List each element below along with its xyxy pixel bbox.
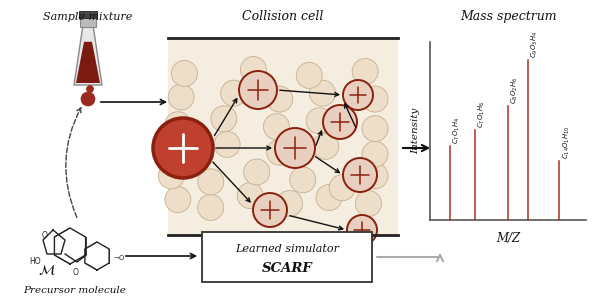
Circle shape [267,139,293,165]
Circle shape [316,185,342,210]
Circle shape [343,158,377,192]
Circle shape [198,169,224,195]
Circle shape [81,92,95,106]
Circle shape [162,137,188,163]
Circle shape [253,193,287,227]
Circle shape [347,215,377,245]
Text: $C_7O_1H_6$: $C_7O_1H_6$ [477,101,488,128]
Text: $C_8O_2H_6$: $C_8O_2H_6$ [510,77,520,104]
Polygon shape [76,42,100,83]
Circle shape [362,116,388,142]
Circle shape [221,80,247,106]
Text: $\neg$O: $\neg$O [113,253,126,262]
Bar [168,38,398,235]
Circle shape [277,191,302,217]
Text: Collision cell: Collision cell [242,10,324,23]
Text: SCARF: SCARF [261,262,312,275]
Polygon shape [74,25,102,85]
Circle shape [263,114,289,140]
Circle shape [267,86,293,112]
Circle shape [165,187,191,213]
Text: Mass spectrum: Mass spectrum [460,10,557,23]
Circle shape [237,183,263,209]
Circle shape [362,86,388,112]
Circle shape [158,163,184,189]
Circle shape [87,85,93,92]
Circle shape [329,175,355,201]
Bar [79,11,97,18]
Circle shape [290,167,316,193]
Circle shape [168,84,194,110]
Text: Sample mixture: Sample mixture [43,12,132,22]
Circle shape [352,59,378,85]
Circle shape [211,106,237,132]
Bar [80,17,96,27]
Text: Intensity: Intensity [412,108,421,154]
Text: O: O [73,268,79,277]
Text: O: O [42,232,48,240]
Text: $C_9O_3H_4$: $C_9O_3H_4$ [530,31,541,58]
Bar [202,232,372,282]
Circle shape [309,80,336,106]
Circle shape [312,133,339,159]
Text: $C_7O_1H_4$: $C_7O_1H_4$ [452,117,463,144]
Circle shape [244,159,270,185]
Circle shape [275,128,315,168]
Circle shape [165,112,191,138]
Text: Precursor molecule: Precursor molecule [24,286,127,295]
Circle shape [214,131,240,157]
Circle shape [198,194,224,220]
Circle shape [241,56,267,82]
Text: M/Z: M/Z [496,232,520,245]
Circle shape [362,141,388,167]
Circle shape [239,71,277,109]
Circle shape [355,191,381,217]
Text: HO: HO [29,258,41,266]
Circle shape [172,60,197,86]
Circle shape [296,63,323,88]
Circle shape [343,80,373,110]
Text: Learned simulator: Learned simulator [235,244,339,254]
Circle shape [153,118,213,178]
Text: $C_{14}O_1H_{10}$: $C_{14}O_1H_{10}$ [561,125,571,159]
Circle shape [362,163,388,189]
Text: $\mathcal{M}$: $\mathcal{M}$ [38,263,56,277]
Circle shape [323,105,357,139]
Circle shape [306,108,332,134]
